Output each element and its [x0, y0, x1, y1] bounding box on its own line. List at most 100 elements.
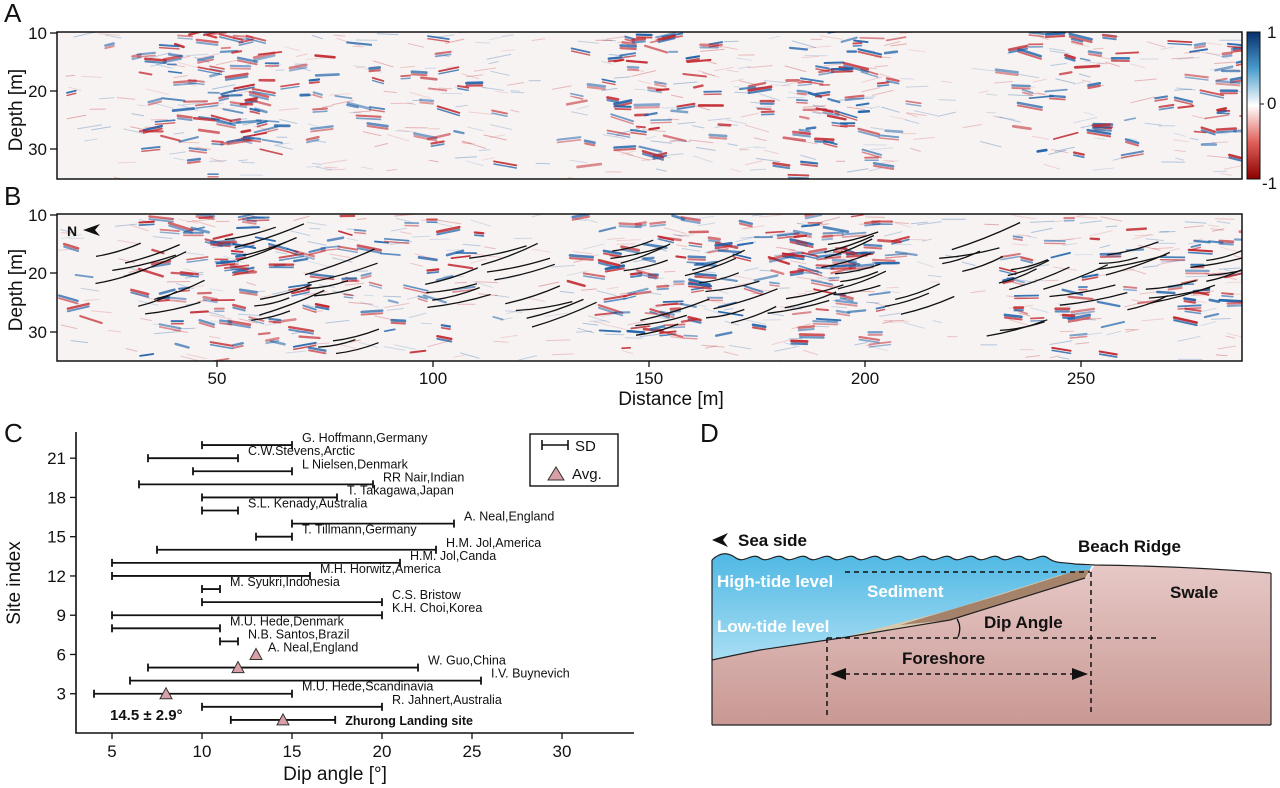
radargram-a-yticks: 10 20 30: [28, 24, 57, 159]
reflector-line: [827, 231, 879, 246]
site-label: A. Neal,England: [268, 640, 358, 654]
avg-marker: [231, 660, 245, 674]
beach-ridge-label: Beach Ridge: [1078, 537, 1181, 556]
avg-marker: [249, 647, 263, 660]
chart-ytick-label: 6: [57, 645, 66, 664]
reflector-line: [95, 242, 141, 258]
beach-ridge-diagram: Sea side Beach Ridge High-tide level Sed…: [711, 531, 1272, 726]
site-label: A. Neal,England: [464, 510, 554, 524]
reflector-line: [699, 272, 740, 284]
radargram-a-ytick: 10: [28, 24, 47, 43]
radargram-xticks: 50 100 150 200 250: [208, 361, 1095, 388]
reflector-line: [962, 255, 1004, 273]
high-tide-label: High-tide level: [717, 572, 833, 591]
reflector-line: [640, 298, 710, 322]
dip-angle-arc: [956, 618, 961, 638]
avg-marker: [159, 686, 173, 700]
reflector-line: [1049, 284, 1116, 298]
reflector-line: [318, 338, 356, 348]
reflector-line: [1010, 259, 1049, 271]
site-label: W. Guo,China: [428, 654, 506, 668]
reflector-line: [1206, 250, 1242, 262]
reflector-line: [705, 280, 760, 293]
chart-ylabel: Site index: [4, 541, 25, 625]
reflector-line: [486, 257, 551, 273]
site-label: K.H. Choi,Korea: [392, 601, 482, 615]
reflector-line: [837, 270, 887, 290]
reflector-line: [635, 314, 687, 327]
reflector-line: [95, 268, 147, 285]
low-tide-label: Low-tide level: [717, 617, 829, 636]
reflector-line: [145, 301, 201, 315]
chart-sd-bars: [93, 441, 482, 724]
foreshore-label: Foreshore: [902, 649, 985, 668]
site-label: I.V. Buynevich: [491, 667, 570, 681]
reflector-line: [505, 285, 561, 305]
reflector-line: [692, 249, 745, 271]
reflector-line: [821, 252, 872, 269]
site-label: Zhurong Landing site: [345, 714, 473, 728]
chart-xtick-label: 20: [373, 742, 392, 761]
chart-ytick-label: 21: [47, 449, 66, 468]
reflector-line: [307, 262, 378, 284]
radargram-a-ytick: 20: [28, 82, 47, 101]
chart-yticks: 3 6 9 12 15 18 21: [47, 449, 76, 704]
reflector-line: [824, 238, 873, 259]
panel-label-c: C: [4, 418, 23, 448]
chart-ytick-label: 18: [47, 488, 66, 507]
reflector-line: [1145, 279, 1197, 290]
radargram-xlabel: Distance [m]: [618, 389, 724, 410]
radargram-b: [56, 213, 1243, 362]
radargram-xtick: 150: [635, 369, 663, 388]
site-label: M.H. Horwitz,America: [320, 562, 441, 576]
reflector-line: [254, 297, 290, 307]
reflector-line: [259, 289, 325, 316]
reflector-line: [243, 237, 297, 257]
reflector-line: [304, 248, 375, 276]
radargram-xtick: 100: [419, 369, 447, 388]
reflector-line: [251, 310, 291, 321]
chart-ytick-label: 15: [47, 528, 66, 547]
sea-side-label: Sea side: [738, 531, 807, 550]
site-label: R. Jahnert,Australia: [392, 693, 502, 707]
colorbar-mid: 0: [1267, 94, 1276, 113]
reflector-line: [526, 298, 584, 319]
chart-ytick-label: 3: [57, 685, 66, 704]
site-label: G. Hoffmann,Germany: [302, 431, 428, 445]
panel-label-d: D: [700, 418, 719, 448]
site-label: RR Nair,Indian: [383, 470, 464, 484]
reflector-line: [427, 293, 491, 309]
sea-direction-arrow-icon: [712, 533, 728, 547]
site-label: S.L. Kenady,Australia: [248, 497, 367, 511]
chart-xtick-label: 15: [283, 742, 302, 761]
legend-sd-label: SD: [575, 438, 596, 455]
site-label: M. Syukri,Indonesia: [230, 575, 340, 589]
site-label: L Nielsen,Denmark: [302, 457, 409, 471]
avg-marker: [276, 712, 290, 726]
radargram-a: [56, 31, 1243, 180]
chart-xlabel: Dip angle [°]: [283, 764, 387, 785]
radargram-b-ytick: 10: [28, 206, 47, 225]
reflector-line: [259, 283, 312, 300]
reflector-line: [635, 323, 679, 336]
colorbar-max: 1: [1267, 23, 1276, 42]
reflector-line: [684, 257, 737, 277]
radargram-a-frame: [56, 31, 1243, 180]
surface-line: [711, 553, 1272, 574]
site-label: T. Tillmann,Germany: [302, 523, 417, 537]
site-label: C.S. Bristow: [392, 588, 462, 602]
reflector-line: [835, 263, 881, 275]
chart-avg-markers: [159, 647, 290, 726]
radargram-b-ytick: 30: [28, 323, 47, 342]
reflector-line: [138, 290, 178, 307]
reflector-line: [900, 295, 955, 315]
panel-label-b: B: [4, 181, 21, 211]
reflector-line: [1207, 269, 1242, 277]
site-label: T. Takagawa,Japan: [347, 483, 454, 497]
radargram-xtick: 50: [208, 369, 227, 388]
chart-legend: SD Avg.: [529, 433, 619, 487]
reflector-line: [612, 239, 654, 252]
reflector-line: [1107, 241, 1159, 256]
reflector-line: [1007, 259, 1050, 277]
radargram-b-ytick: 20: [28, 264, 47, 283]
